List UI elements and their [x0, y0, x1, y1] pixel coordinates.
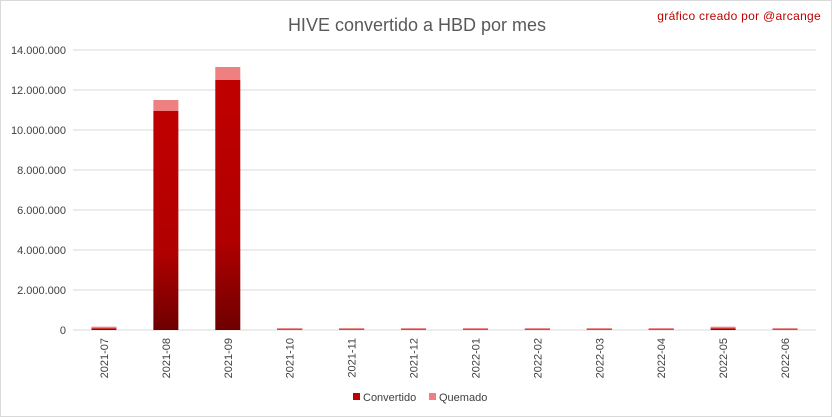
bar-convertido-2021-08 [153, 111, 179, 330]
y-tick-label: 4.000.000 [17, 245, 66, 257]
x-tick-label: 2021-11 [347, 338, 359, 378]
bar-quemado-2021-10 [277, 328, 303, 330]
y-tick-label: 12.000.000 [11, 85, 66, 97]
x-tick-label: 2021-12 [409, 338, 421, 378]
x-tick-label: 2021-08 [161, 338, 173, 378]
bar-quemado-2022-05 [710, 326, 736, 329]
bars [91, 67, 798, 330]
x-tick-label: 2021-09 [223, 338, 235, 378]
chart-title: HIVE convertido a HBD por mes [288, 15, 546, 35]
bar-quemado-2021-11 [339, 328, 365, 330]
bar-quemado-2021-08 [153, 100, 179, 111]
bar-quemado-2022-02 [524, 328, 550, 330]
bar-quemado-2021-09 [215, 67, 241, 80]
y-tick-label: 14.000.000 [11, 45, 66, 57]
bar-quemado-2022-04 [648, 328, 674, 330]
bar-convertido-2021-07 [91, 328, 117, 330]
legend-label-convertido: Convertido [363, 392, 416, 404]
legend-swatch-quemado [429, 393, 436, 400]
y-tick-label: 10.000.000 [11, 125, 66, 137]
bar-quemado-2022-06 [772, 328, 798, 330]
x-tick-label: 2022-06 [780, 338, 792, 378]
legend-label-quemado: Quemado [439, 392, 487, 404]
legend: Convertido Quemado [353, 392, 487, 404]
x-tick-label: 2021-10 [285, 338, 297, 378]
y-tick-label: 8.000.000 [17, 165, 66, 177]
bar-quemado-2022-03 [586, 328, 612, 330]
bar-convertido-2021-09 [215, 80, 241, 330]
x-tick-label: 2021-07 [99, 338, 111, 378]
y-tick-label: 0 [60, 325, 66, 337]
x-axis-ticks: 2021-07 2021-08 2021-09 2021-10 2021-11 2021-… [99, 338, 792, 378]
x-tick-label: 2022-03 [594, 338, 606, 378]
y-tick-label: 6.000.000 [17, 205, 66, 217]
legend-swatch-convertido [353, 393, 360, 400]
x-tick-label: 2022-04 [656, 338, 668, 378]
bar-convertido-2022-05 [710, 328, 736, 330]
y-tick-label: 2.000.000 [17, 285, 66, 297]
bar-quemado-2021-07 [91, 326, 117, 329]
x-tick-label: 2022-05 [718, 338, 730, 378]
chart-credit: gráfico creado por @arcange [657, 9, 821, 23]
bar-quemado-2021-12 [401, 328, 427, 330]
x-tick-label: 2022-01 [470, 338, 482, 378]
bar-quemado-2022-01 [462, 328, 488, 330]
y-axis-ticks: 0 2.000.000 4.000.000 6.000.000 8.000.000 10.… [11, 45, 66, 337]
gridlines [73, 49, 816, 331]
x-tick-label: 2022-02 [532, 338, 544, 378]
